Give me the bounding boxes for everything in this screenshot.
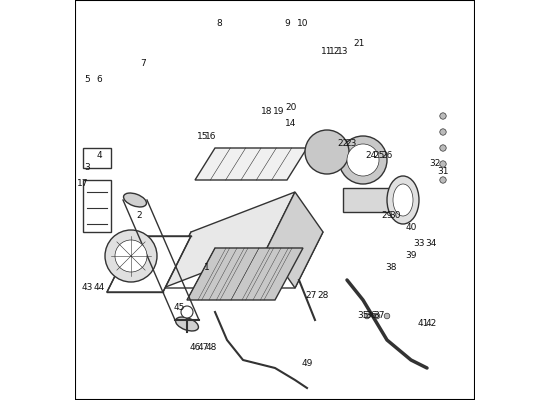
Text: 38: 38 <box>385 264 397 272</box>
Ellipse shape <box>393 184 413 216</box>
Text: 21: 21 <box>353 40 365 48</box>
Polygon shape <box>343 188 403 212</box>
Text: 46: 46 <box>189 344 201 352</box>
Text: 15: 15 <box>197 132 209 140</box>
Text: 49: 49 <box>301 360 313 368</box>
Text: 18: 18 <box>261 108 273 116</box>
Text: 25: 25 <box>373 152 384 160</box>
Text: 40: 40 <box>405 224 417 232</box>
Text: 23: 23 <box>345 140 357 148</box>
Circle shape <box>347 144 379 176</box>
Circle shape <box>440 113 446 119</box>
Text: 1: 1 <box>204 264 210 272</box>
Ellipse shape <box>175 317 199 331</box>
Text: 11: 11 <box>321 48 333 56</box>
Polygon shape <box>267 192 323 288</box>
Circle shape <box>181 306 193 318</box>
Text: 5: 5 <box>84 76 90 84</box>
Circle shape <box>115 240 147 272</box>
Circle shape <box>305 130 349 174</box>
Polygon shape <box>187 248 303 300</box>
Circle shape <box>440 145 446 151</box>
Text: 39: 39 <box>405 252 417 260</box>
Text: 20: 20 <box>285 104 296 112</box>
Ellipse shape <box>124 193 146 207</box>
Circle shape <box>364 313 370 319</box>
Text: 27: 27 <box>305 292 317 300</box>
Circle shape <box>384 313 390 319</box>
Text: 19: 19 <box>273 108 285 116</box>
Text: 24: 24 <box>365 152 377 160</box>
Text: 6: 6 <box>96 76 102 84</box>
Text: 48: 48 <box>205 344 217 352</box>
Text: 17: 17 <box>77 180 89 188</box>
Circle shape <box>440 177 446 183</box>
Text: 33: 33 <box>413 240 425 248</box>
Text: 35: 35 <box>358 312 368 320</box>
Text: 44: 44 <box>94 284 104 292</box>
Text: 31: 31 <box>437 168 449 176</box>
Text: 12: 12 <box>329 48 340 56</box>
Polygon shape <box>107 236 191 292</box>
Text: 37: 37 <box>373 312 385 320</box>
Text: 28: 28 <box>317 292 329 300</box>
Text: 9: 9 <box>284 20 290 28</box>
Text: 45: 45 <box>173 304 185 312</box>
Circle shape <box>440 129 446 135</box>
Text: 42: 42 <box>425 320 437 328</box>
Text: 47: 47 <box>197 344 208 352</box>
Text: 26: 26 <box>381 152 393 160</box>
Circle shape <box>374 313 380 319</box>
Text: 8: 8 <box>216 20 222 28</box>
Polygon shape <box>83 180 111 232</box>
Text: 4: 4 <box>96 152 102 160</box>
Text: 30: 30 <box>389 212 401 220</box>
Text: 10: 10 <box>297 20 309 28</box>
Text: 7: 7 <box>140 60 146 68</box>
Text: 36: 36 <box>365 312 377 320</box>
Circle shape <box>440 161 446 167</box>
Text: 13: 13 <box>337 48 349 56</box>
Polygon shape <box>163 232 323 288</box>
Text: 43: 43 <box>81 284 93 292</box>
Text: 3: 3 <box>84 164 90 172</box>
Text: 29: 29 <box>381 212 393 220</box>
Text: 14: 14 <box>285 120 296 128</box>
Polygon shape <box>195 148 307 180</box>
Circle shape <box>105 230 157 282</box>
Text: 41: 41 <box>417 320 428 328</box>
Text: 32: 32 <box>430 160 441 168</box>
Text: 34: 34 <box>425 240 437 248</box>
Polygon shape <box>163 192 295 288</box>
Ellipse shape <box>387 176 419 224</box>
Text: 22: 22 <box>337 140 349 148</box>
Polygon shape <box>83 148 111 168</box>
Circle shape <box>339 136 387 184</box>
Text: 2: 2 <box>136 212 142 220</box>
Text: 16: 16 <box>205 132 217 140</box>
